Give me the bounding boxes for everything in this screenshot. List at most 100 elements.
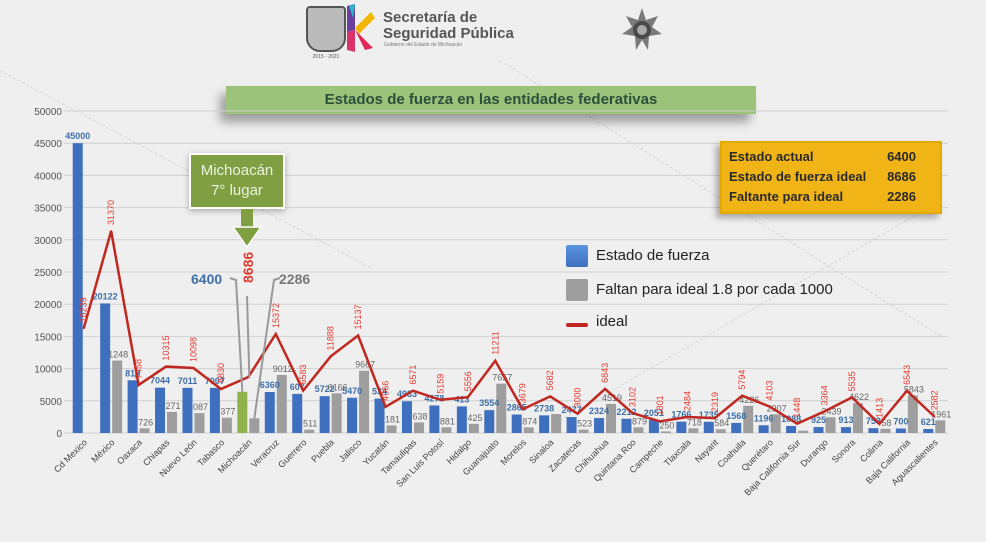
data-label-faltan: 881 xyxy=(440,416,455,426)
bar-estado xyxy=(237,391,248,433)
bar-faltan xyxy=(441,427,452,433)
point-ideal xyxy=(878,423,881,425)
connector-faltante xyxy=(253,277,281,419)
data-label-ideal: 1801 xyxy=(655,395,665,415)
data-label-faltan: 181 xyxy=(385,414,400,424)
bar-faltan xyxy=(907,395,918,433)
callout-line2: 7° lugar xyxy=(211,182,263,199)
point-ideal xyxy=(713,417,716,419)
bar-faltan xyxy=(413,422,424,433)
x-tick-label: Oaxaca xyxy=(115,437,144,466)
bar-estado xyxy=(868,428,879,433)
point-ideal xyxy=(412,389,414,392)
y-tick-label: 45000 xyxy=(34,139,62,150)
data-label-ideal: 6543 xyxy=(902,365,912,385)
data-label-ideal: 11211 xyxy=(490,331,500,355)
point-ideal xyxy=(220,388,222,390)
bar-estado xyxy=(209,387,220,433)
data-label-estado: 7044 xyxy=(150,376,170,386)
data-label-estado: 5722 xyxy=(315,384,335,394)
data-label-faltan: 5843 xyxy=(904,384,924,394)
bar-estado xyxy=(374,398,385,433)
point-ideal xyxy=(329,355,332,358)
data-label-ideal: 2484 xyxy=(682,391,692,411)
x-tick-label: Tlaxcala xyxy=(662,437,693,468)
point-ideal xyxy=(467,396,469,399)
data-label-estado: 6360 xyxy=(260,380,280,390)
point-ideal xyxy=(659,420,661,423)
data-label-ideal: 6583 xyxy=(298,365,308,385)
x-tick-label: Colima xyxy=(858,437,885,464)
data-label-ideal: 4103 xyxy=(765,381,775,401)
bar-estado xyxy=(292,393,303,433)
point-ideal xyxy=(631,412,634,414)
bar-faltan xyxy=(551,414,562,433)
bar-estado xyxy=(429,405,440,433)
bar-faltan xyxy=(496,383,507,433)
info-label-ideal: Estado de fuerza ideal xyxy=(729,169,867,184)
data-label-ideal: 11888 xyxy=(326,326,336,350)
bar-faltan xyxy=(880,428,891,433)
point-ideal xyxy=(137,384,140,386)
bar-faltan xyxy=(221,417,232,433)
connector-actual xyxy=(229,277,244,392)
data-label-estado: 700 xyxy=(893,416,908,426)
bar-faltan xyxy=(304,429,315,433)
bar-faltan xyxy=(139,428,150,433)
point-ideal xyxy=(165,365,167,368)
data-label-estado: 2051 xyxy=(644,408,664,418)
k-brand-logo xyxy=(347,4,375,52)
point-ideal xyxy=(274,333,277,335)
bar-faltan xyxy=(249,418,260,433)
y-tick-label: 20000 xyxy=(34,300,62,311)
bar-faltan xyxy=(688,428,699,433)
data-label-faltan: 718 xyxy=(687,417,702,427)
data-label-ideal: 3364 xyxy=(820,385,830,405)
bar-estado xyxy=(594,418,605,433)
data-label-faltan: 584 xyxy=(714,418,729,428)
data-label-faltan: 9667 xyxy=(355,360,375,370)
data-label-faltan: 6166 xyxy=(328,382,348,392)
bar-estado xyxy=(813,427,824,433)
data-label-estado: 2212 xyxy=(616,407,636,417)
point-ideal xyxy=(494,360,497,362)
data-label-estado: 753 xyxy=(866,416,881,426)
bar-estado xyxy=(72,143,83,433)
bar-faltan xyxy=(770,414,781,433)
data-label-ideal: 6843 xyxy=(600,363,610,383)
data-label-estado: 1568 xyxy=(726,411,746,421)
bar-estado xyxy=(758,425,769,433)
y-tick-label: 30000 xyxy=(34,236,62,247)
data-label-ideal: 15137 xyxy=(353,304,363,329)
data-label-ideal: 7458 xyxy=(134,359,144,379)
data-label-faltan: 4519 xyxy=(602,393,622,403)
data-label-faltan: 879 xyxy=(632,416,647,426)
bar-estado xyxy=(484,410,495,433)
legend-swatch-faltan xyxy=(566,279,588,301)
data-label-estado: 1196 xyxy=(754,413,774,423)
data-label-ideal: 5535 xyxy=(847,371,857,391)
bar-estado xyxy=(731,422,742,433)
data-label-estado: 2324 xyxy=(589,406,609,416)
point-ideal xyxy=(439,398,442,401)
data-label-estado: 7011 xyxy=(178,376,198,386)
bar-faltan xyxy=(633,427,644,433)
annotation-actual: 6400 xyxy=(191,271,223,287)
data-label-estado: 3554 xyxy=(479,398,499,408)
point-ideal xyxy=(851,396,853,399)
x-tick-label: México xyxy=(89,437,116,464)
data-label-ideal: 6571 xyxy=(408,365,418,385)
bar-estado xyxy=(648,419,659,433)
bar-estado xyxy=(840,427,851,433)
bar-estado xyxy=(923,429,934,433)
bar-faltan xyxy=(167,411,178,433)
data-label-faltan: 271 xyxy=(166,401,181,411)
data-label-ideal: 5794 xyxy=(737,370,747,390)
point-ideal xyxy=(521,408,524,411)
bar-estado xyxy=(347,397,358,433)
data-label-estado: 818 xyxy=(125,368,140,378)
data-label-faltan: 58 xyxy=(881,418,891,428)
data-label-estado: 7007 xyxy=(205,376,225,386)
data-label-faltan: 511 xyxy=(303,419,317,429)
